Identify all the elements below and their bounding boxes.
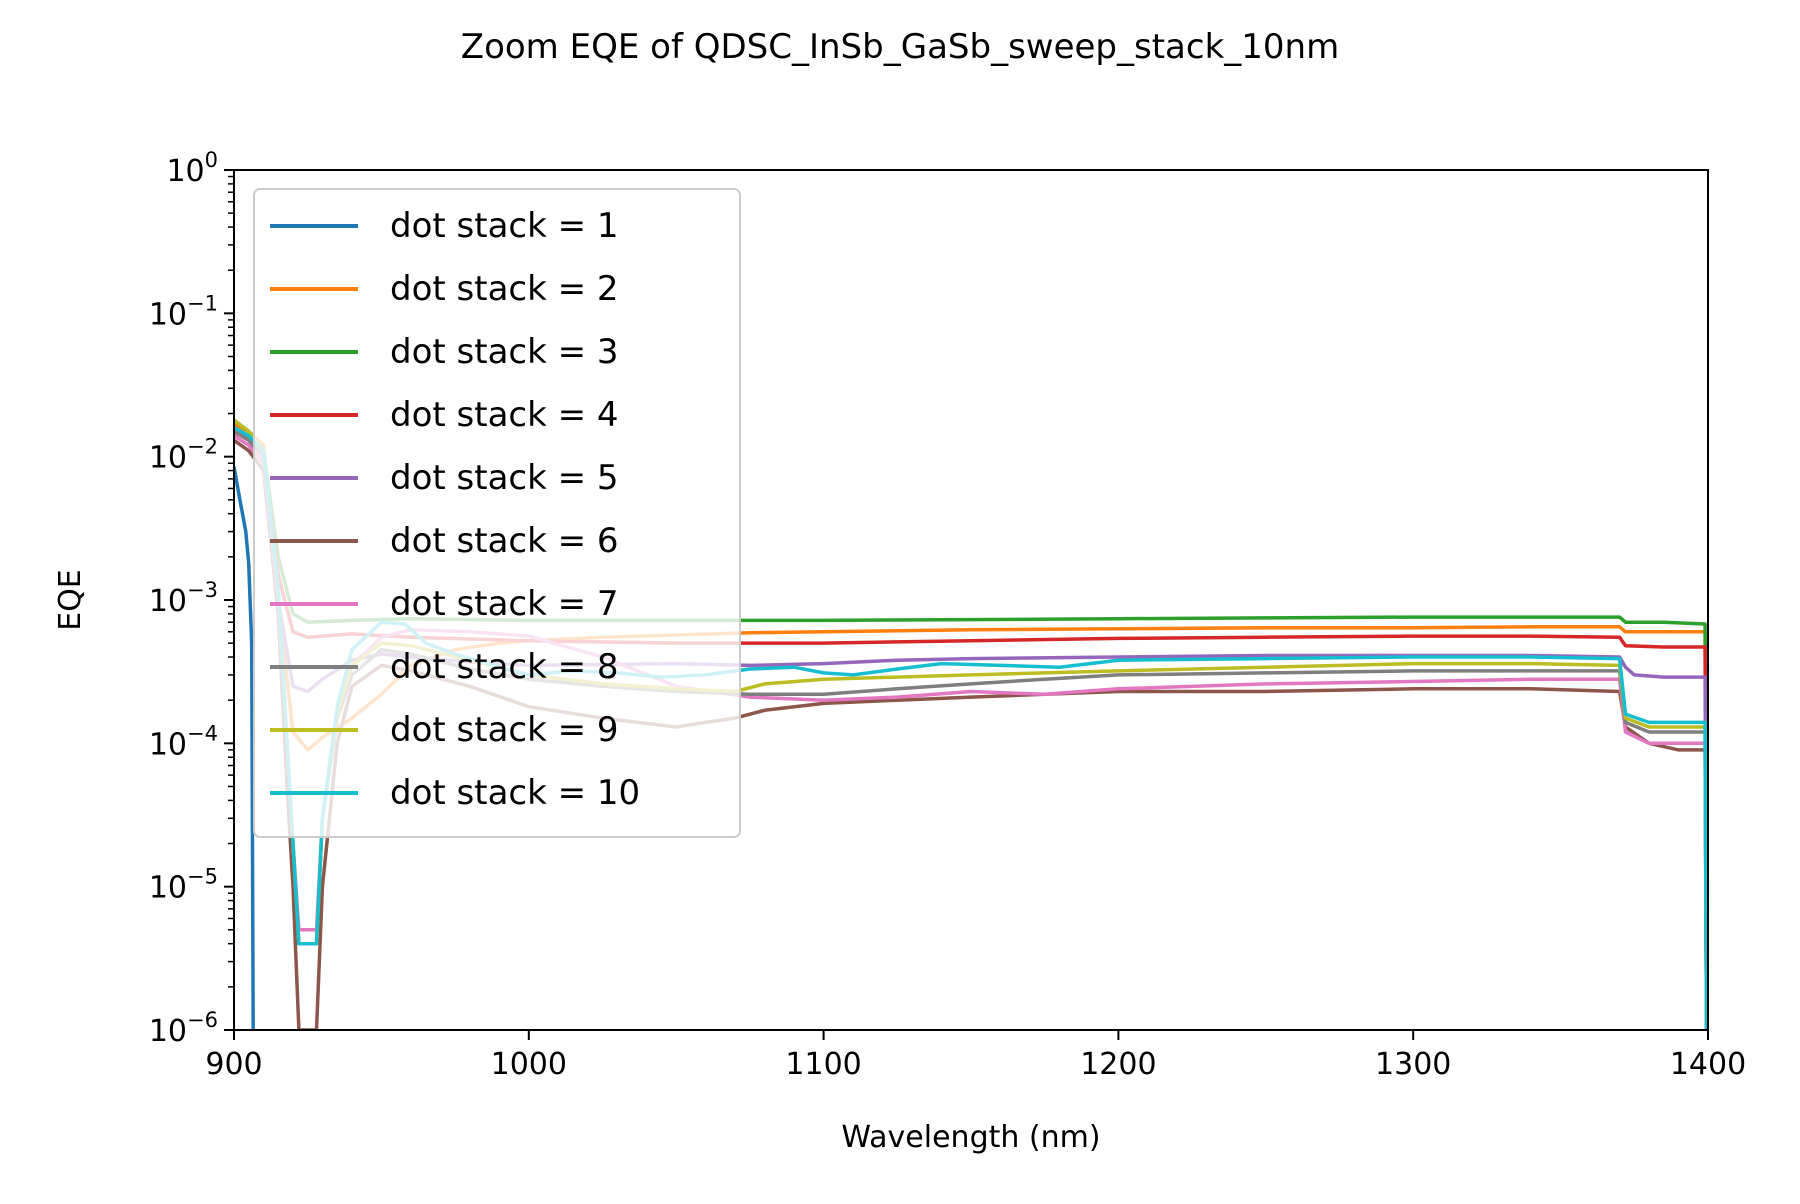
- legend-label: dot stack = 10: [390, 773, 640, 813]
- y-tick-label: 10−6: [149, 1008, 218, 1049]
- legend-label: dot stack = 9: [390, 710, 619, 750]
- axes-layer: 900 1000 1100 1200 1300 1400 10−6 10−5 10−4 10−3 1…: [149, 148, 1746, 1082]
- y-tick-label: 10−1: [149, 291, 218, 332]
- legend-label: dot stack = 5: [390, 458, 619, 498]
- legend-label: dot stack = 8: [390, 647, 619, 687]
- x-tick-label: 1400: [1670, 1047, 1746, 1082]
- x-axis-label: Wavelength (nm): [841, 1120, 1100, 1155]
- legend-label: dot stack = 2: [390, 269, 619, 309]
- x-tick-label: 1300: [1375, 1047, 1451, 1082]
- y-tick-label: 10−3: [149, 578, 218, 619]
- legend-label: dot stack = 4: [390, 395, 619, 435]
- chart-title: Zoom EQE of QDSC_InSb_GaSb_sweep_stack_1…: [461, 27, 1339, 67]
- x-tick-label: 900: [205, 1047, 262, 1082]
- series-line-1: [234, 466, 255, 1030]
- legend-box: [253, 188, 741, 838]
- y-tick-label: 100: [166, 148, 218, 189]
- y-tick-label: 10−5: [149, 865, 218, 906]
- legend-label: dot stack = 7: [390, 584, 619, 624]
- y-axis-label: EQE: [53, 569, 88, 631]
- y-tick-label: 10−4: [149, 721, 218, 762]
- legend: dot stack = 1 dot stack = 2 dot stack = 3 d…: [253, 188, 741, 838]
- x-tick-label: 1200: [1080, 1047, 1156, 1082]
- x-tick-label: 1100: [785, 1047, 861, 1082]
- y-tick-label: 10−2: [149, 435, 218, 476]
- legend-label: dot stack = 6: [390, 521, 619, 561]
- x-tick-label: 1000: [491, 1047, 567, 1082]
- legend-label: dot stack = 1: [390, 206, 619, 246]
- legend-label: dot stack = 3: [390, 332, 619, 372]
